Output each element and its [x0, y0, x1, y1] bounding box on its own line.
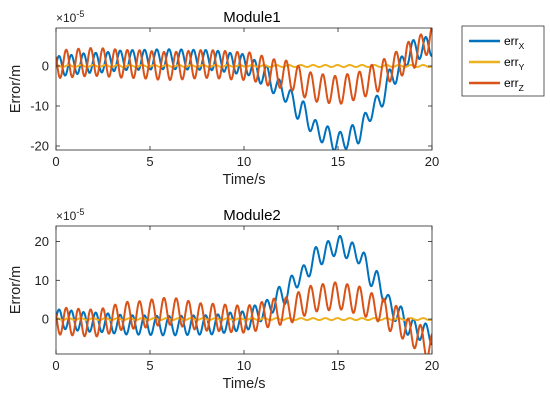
- y-tick-label: 20: [35, 234, 49, 249]
- y-exponent-label: ×10-5: [56, 207, 84, 223]
- x-axis-label: Time/s: [223, 172, 266, 188]
- series-line-err-z: [56, 28, 432, 105]
- chart-title: Module1: [223, 9, 281, 26]
- subplot-2: 0 5 10 15 20 20 10 0 Module2 ×10-5 Time/s Error/m: [8, 207, 439, 392]
- series-group: [56, 28, 432, 150]
- x-axis-label: Time/s: [223, 376, 266, 392]
- x-tick-label: 20: [425, 358, 439, 373]
- legend-label-y: errY: [504, 55, 525, 72]
- y-tick-label: 0: [42, 312, 49, 327]
- x-tick-label: 15: [331, 154, 345, 169]
- x-tick-label: 20: [425, 154, 439, 169]
- legend-label-z: errZ: [504, 76, 524, 93]
- legend-entry-y: errY: [469, 55, 525, 72]
- x-tick-label: 10: [237, 358, 251, 373]
- y-axis-label: Error/m: [8, 65, 24, 113]
- series-line-err-x: [56, 36, 432, 150]
- x-tick-label: 15: [331, 358, 345, 373]
- y-tick-label: 10: [35, 273, 49, 288]
- legend-entry-x: errX: [469, 34, 525, 51]
- x-tick-label: 5: [146, 358, 153, 373]
- x-tick-label: 0: [52, 358, 59, 373]
- y-tick-label: -20: [30, 139, 49, 154]
- y-axis-label: Error/m: [8, 266, 24, 314]
- x-tick-label: 10: [237, 154, 251, 169]
- x-tick-label: 5: [146, 154, 153, 169]
- legend: errX errY errZ: [461, 25, 545, 97]
- chart-title: Module2: [223, 207, 281, 224]
- y-tick-label: -10: [30, 99, 49, 114]
- y-tick-label: 0: [42, 59, 49, 74]
- x-tick-label: 0: [52, 154, 59, 169]
- legend-entry-z: errZ: [469, 76, 524, 93]
- subplot-1: 0 5 10 15 20 0 -10 -20 Module1 ×10-5 Time/s Error/m: [8, 9, 439, 188]
- y-exponent-label: ×10-5: [56, 9, 84, 25]
- plots: 0 5 10 15 20 0 -10 -20 Module1 ×10-5 Time/s Error/m…: [8, 9, 439, 392]
- legend-label-x: errX: [504, 34, 525, 51]
- series-line-err-z: [56, 281, 432, 354]
- series-group: [56, 234, 432, 354]
